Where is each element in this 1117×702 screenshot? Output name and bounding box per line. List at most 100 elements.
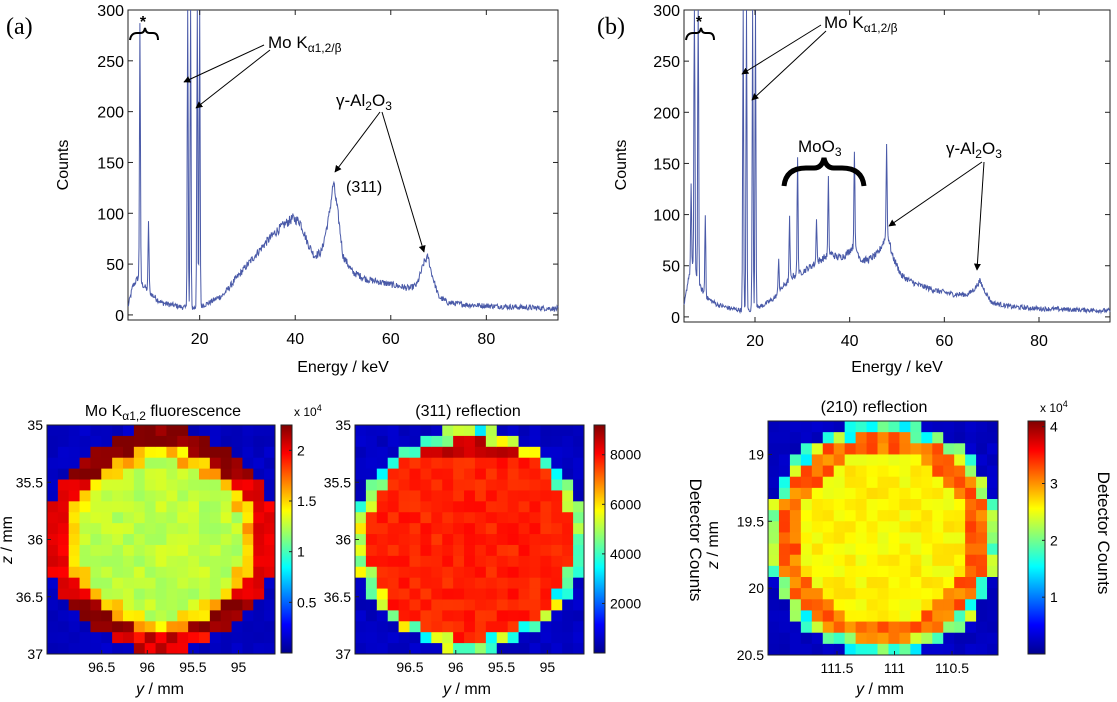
heatmap-cell [811,499,824,511]
heatmap-cell [231,425,243,437]
heatmap-cell [398,599,411,611]
heatmap-cell [220,534,233,546]
heatmap-cell [420,555,432,568]
heatmap-cell [496,501,509,513]
heatmap-cell [485,425,498,437]
heatmap-cell [264,435,276,448]
heatmap-cell [987,510,999,522]
heatmap-cell [866,632,879,645]
heatmap-cell [431,588,443,600]
heatmap-cell [387,523,400,535]
heatmap-cell [518,425,530,437]
heatmap-cell [144,490,157,502]
heatmap-cell [166,490,178,502]
heatmap-cell [833,577,846,589]
heatmap-cell [496,621,509,633]
heatmap-cell [209,468,222,481]
heatmap-cell [90,577,102,590]
heatmap-cell [464,643,476,655]
spectrum-a-ylabel: Counts [55,140,72,191]
heatmap-cell [551,566,563,579]
map-210-title: (210) reflection [821,399,928,416]
heatmap-cell [166,643,178,655]
heatmap-cell [921,565,933,578]
spectrum-a-frame [127,9,559,321]
heatmap-cell [965,643,977,656]
heatmap-cell [79,544,91,557]
heatmap-cell [932,588,944,600]
heatmap-cell [155,621,167,633]
map-fluorescence-xlabel: y / mm [135,681,184,698]
heatmap-cell [822,521,835,533]
heatmap-cell [90,544,102,557]
heatmap-cell [264,446,276,459]
heatmap-cell [79,588,91,600]
heatmap-cell [932,421,944,433]
heatmap-cell [540,544,552,557]
heatmap-cell [474,534,487,546]
heatmap-cell [209,643,222,655]
heatmap-cell [877,610,889,623]
heatmap-cell [562,555,574,568]
heatmap-cell [877,554,889,567]
heatmap-cell [855,521,868,533]
heatmap-cell [529,599,541,611]
heatmap-cell [932,432,944,444]
heatmap-cell [409,523,421,535]
heatmap-cell [220,632,233,644]
x-tick-label: 60 [382,331,400,348]
heatmap-cell [778,421,791,433]
heatmap-cell [209,435,222,448]
heatmap-cell [811,577,824,589]
y-tick-label: 19 [748,446,764,462]
heatmap-cell [987,632,999,645]
heatmap-cell [954,532,966,545]
heatmap-cell [518,566,530,579]
heatmap-cell [123,588,135,600]
heatmap-cell [932,443,944,455]
spectrum-b-moo3-label: MoO3 [798,137,842,159]
heatmap-cell [987,543,999,556]
heatmap-cell [910,565,922,578]
heatmap-cell [518,435,530,448]
heatmap-cell [431,610,443,622]
heatmap-cell [987,588,999,600]
heatmap-cell [474,435,487,448]
heatmap-cell [518,643,530,655]
heatmap-cell [220,588,233,600]
y-tick-label: 300 [97,3,124,20]
heatmap-cell [540,512,552,524]
heatmap-cell [264,610,276,622]
heatmap-cell [220,490,233,502]
heatmap-cell [144,621,157,633]
heatmap-cell [768,632,780,645]
y-tick-label: 150 [97,155,124,172]
heatmap-cell [877,521,889,533]
heatmap-cell [485,544,498,557]
heatmap-cell [529,468,541,481]
heatmap-cell [47,599,59,611]
heatmap-cell [507,610,520,622]
y-tick-label: 35 [335,417,351,433]
heatmap-cell [866,621,879,634]
heatmap-cell [123,512,135,524]
heatmap-cell [144,425,157,437]
heatmap-cell [209,479,222,491]
heatmap-cell [188,435,200,448]
heatmap-cell [551,501,563,513]
heatmap-cell [177,588,189,600]
colorbar-tick-label: 4 [1050,419,1058,435]
heatmap-cell [833,499,846,511]
heatmap-cell [551,468,563,481]
heatmap-cell [231,512,243,524]
heatmap-cell [409,632,421,644]
heatmap-cell [855,421,868,433]
heatmap-cell [822,643,835,656]
heatmap-cell [507,599,520,611]
heatmap-cell [420,523,432,535]
heatmap-cell [188,555,200,568]
heatmap-cell [112,599,124,611]
heatmap-cell [474,588,487,600]
heatmap-cell [921,487,933,500]
heatmap-cell [485,479,498,491]
